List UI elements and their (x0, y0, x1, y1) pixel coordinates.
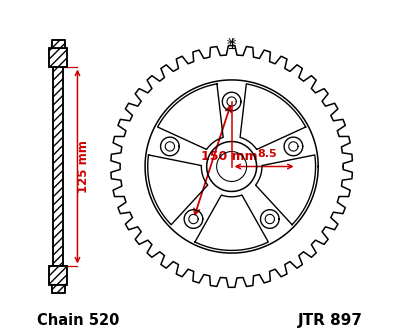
Polygon shape (240, 84, 306, 150)
Text: Chain 520: Chain 520 (37, 313, 119, 328)
Bar (50, 48, 68, 67)
Text: JTR 897: JTR 897 (298, 313, 363, 328)
Polygon shape (52, 40, 66, 48)
Bar (52, 285, 65, 293)
Polygon shape (256, 155, 316, 225)
Text: 125 mm: 125 mm (77, 140, 90, 193)
Bar (50, 48, 68, 67)
Polygon shape (52, 285, 66, 293)
Text: 8.5: 8.5 (258, 149, 277, 159)
Bar (54, 67, 64, 266)
Polygon shape (158, 84, 223, 150)
Bar (52, 40, 65, 48)
Bar (50, 266, 68, 285)
Polygon shape (195, 195, 268, 250)
Bar (54, 67, 64, 266)
Text: 150 mm: 150 mm (201, 151, 258, 164)
Polygon shape (148, 155, 208, 225)
Bar (50, 266, 68, 285)
